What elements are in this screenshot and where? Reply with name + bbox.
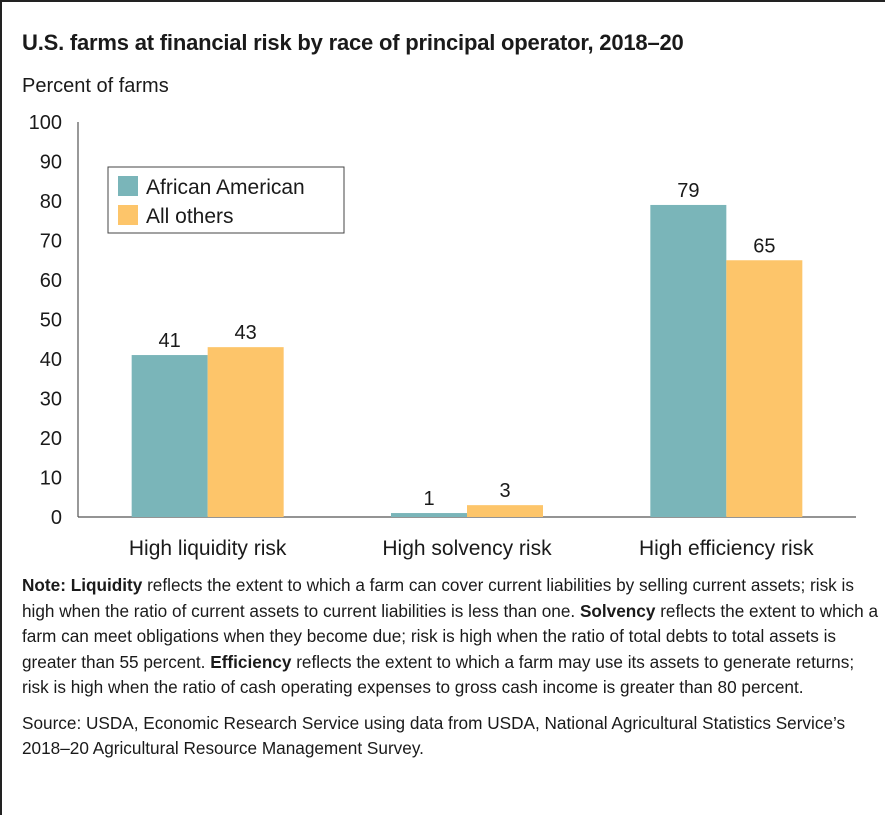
y-tick-label: 10: [40, 468, 62, 490]
x-tick-label: High liquidity risk: [129, 537, 287, 560]
data-label: 1: [423, 488, 434, 510]
legend-label: African American: [146, 176, 305, 199]
bar: [391, 513, 467, 517]
chart-title: U.S. farms at financial risk by race of …: [22, 30, 684, 55]
data-label: 43: [235, 322, 257, 344]
y-tick-label: 60: [40, 270, 62, 292]
note-prefix: Note:: [22, 575, 71, 595]
legend-box: [107, 166, 345, 234]
bar: [207, 347, 284, 517]
bar: [650, 204, 727, 517]
bar-chart: 0 10 20 30 40 50 60 70 80 90 100 41 43 High liquidity…: [29, 112, 856, 560]
chart-notes: Note: Liquidity reflects the extent to w…: [22, 573, 884, 762]
x-tick-label: High efficiency risk: [639, 537, 814, 560]
y-tick-label: 20: [40, 428, 62, 450]
solvency-definition: reflects the extent to which a farm can …: [22, 600, 879, 672]
liquidity-definition: reflects the extent to which a farm can …: [22, 575, 854, 621]
x-tick-label: High solvency risk: [382, 537, 552, 560]
bar: [131, 355, 208, 517]
y-tick-label: 80: [40, 191, 62, 213]
data-label: 65: [753, 235, 775, 257]
y-tick-label: 40: [40, 349, 62, 371]
legend-swatch: [118, 205, 138, 225]
y-tick-label: 0: [51, 507, 62, 529]
y-tick-label: 30: [40, 389, 62, 411]
bar: [726, 260, 803, 517]
note-text: Note: Liquidity reflects the extent to w…: [22, 573, 884, 701]
y-tick-label: 100: [29, 112, 62, 134]
legend-label: All others: [146, 205, 234, 228]
efficiency-term: Efficiency: [210, 651, 292, 672]
data-label: 79: [677, 180, 699, 202]
y-tick-label: 50: [40, 310, 62, 332]
bar: [467, 505, 543, 517]
liquidity-term: Liquidity: [70, 575, 143, 595]
y-tick-label: 90: [40, 152, 62, 174]
source-text: Source: USDA, Economic Research Service …: [22, 712, 846, 759]
data-label: 3: [499, 480, 510, 502]
y-axis-label: Percent of farms: [22, 75, 169, 97]
y-tick-label: 70: [40, 231, 62, 253]
solvency-term: Solvency: [579, 600, 656, 621]
data-label: 41: [159, 330, 181, 352]
efficiency-definition: reflects the extent to which a farm may …: [22, 651, 855, 698]
legend-swatch: [118, 176, 138, 196]
